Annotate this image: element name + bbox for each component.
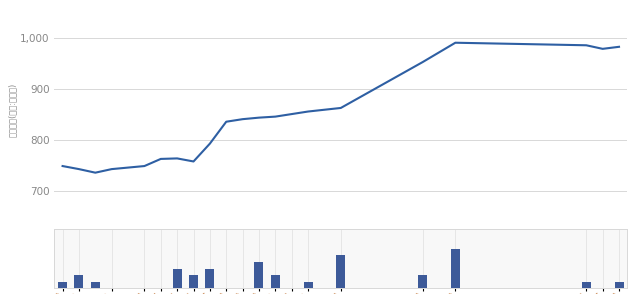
Bar <box>336 255 346 288</box>
Bar <box>74 275 83 288</box>
Bar <box>418 275 427 288</box>
Bar <box>255 262 264 288</box>
Bar <box>58 282 67 288</box>
Bar <box>173 268 182 288</box>
Bar <box>303 282 312 288</box>
Bar <box>271 275 280 288</box>
Bar <box>451 249 460 288</box>
Bar <box>189 275 198 288</box>
Bar <box>91 282 100 288</box>
Bar <box>205 268 214 288</box>
Bar <box>614 282 623 288</box>
Bar <box>582 282 591 288</box>
Y-axis label: 거래금액(단위:백만원): 거래금액(단위:백만원) <box>8 83 17 137</box>
